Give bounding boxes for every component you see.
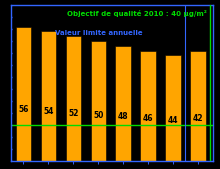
Bar: [116, 46, 131, 161]
Bar: [66, 36, 81, 161]
Bar: [140, 51, 156, 161]
Bar: [190, 51, 206, 161]
Text: 50: 50: [93, 111, 103, 120]
Bar: [41, 31, 56, 161]
Text: 46: 46: [143, 114, 153, 123]
Text: 56: 56: [18, 105, 29, 114]
Text: Valeur limite annuelle: Valeur limite annuelle: [55, 30, 143, 36]
Bar: [165, 55, 181, 161]
Text: 44: 44: [168, 116, 178, 125]
Text: 48: 48: [118, 112, 128, 121]
Text: Objectif de qualité 2010 : 40 µg/m²: Objectif de qualité 2010 : 40 µg/m²: [68, 10, 207, 17]
Text: 54: 54: [43, 107, 54, 116]
Text: 52: 52: [68, 109, 79, 118]
Bar: [90, 41, 106, 161]
Text: 42: 42: [193, 114, 203, 123]
Bar: [16, 27, 31, 161]
